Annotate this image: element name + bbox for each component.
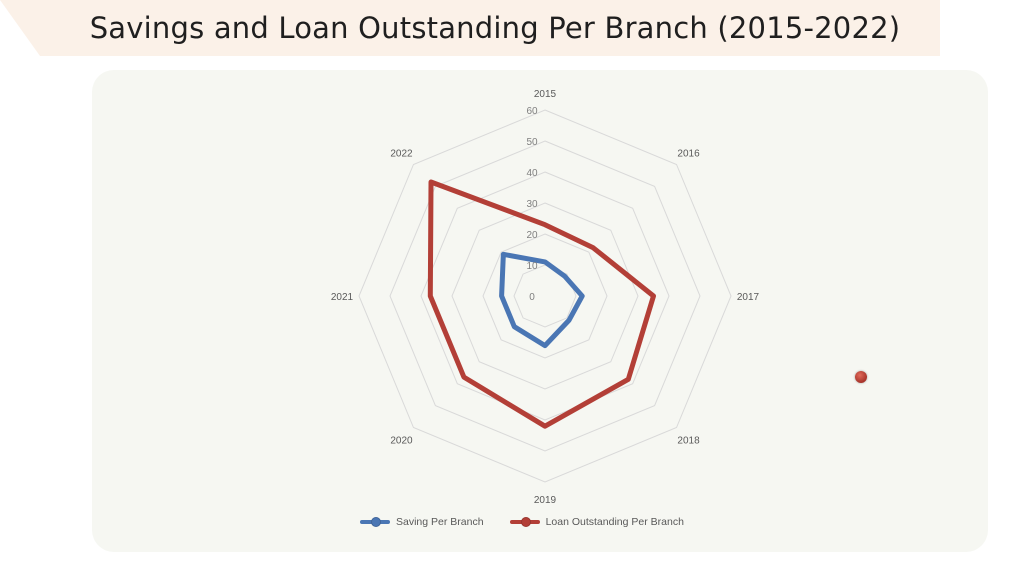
chart-title: Savings and Loan Outstanding Per Branch … xyxy=(89,11,901,45)
series-line-0 xyxy=(499,251,585,349)
legend-label-loan: Loan Outstanding Per Branch xyxy=(545,516,684,528)
radial-tick-label: 40 xyxy=(526,168,538,179)
category-label: 2019 xyxy=(534,495,557,506)
legend-swatch-saving xyxy=(360,517,390,527)
legend-swatch-loan xyxy=(509,517,540,527)
legend-item-loan: Loan Outstanding Per Branch xyxy=(509,516,684,528)
title-banner xyxy=(0,0,940,56)
radial-tick-label: 60 xyxy=(526,106,538,117)
grid-ring xyxy=(420,171,670,421)
radial-tick-label: 50 xyxy=(526,137,538,148)
category-label: 2017 xyxy=(737,292,760,303)
radial-tick-label: 10 xyxy=(526,261,538,272)
radial-tick-label: 20 xyxy=(526,230,538,241)
radar-labels: 0 10 20 30 40 50 60 2015 2016 2017 2018 2019 2020 202… xyxy=(331,89,760,506)
radial-tick-label: 0 xyxy=(529,292,535,303)
legend-item-saving: Saving Per Branch xyxy=(360,516,484,528)
chart-legend: Saving Per Branch Loan Outstanding Per B… xyxy=(360,512,684,532)
category-label: 2022 xyxy=(390,148,413,159)
legend-label-saving: Saving Per Branch xyxy=(396,516,484,528)
radar-grid xyxy=(358,109,732,483)
grid-ring xyxy=(358,109,732,483)
series-line-1 xyxy=(427,179,656,429)
grid-ring xyxy=(513,264,577,328)
grid-ring xyxy=(451,202,639,390)
category-label: 2018 xyxy=(677,436,700,447)
category-label: 2015 xyxy=(534,89,557,100)
chart-panel xyxy=(92,70,988,552)
grid-ring xyxy=(389,140,701,452)
grid-ring xyxy=(482,233,608,359)
radial-tick-label: 30 xyxy=(526,199,538,210)
category-label: 2021 xyxy=(331,292,354,303)
radar-series xyxy=(427,179,656,429)
category-label: 2016 xyxy=(677,148,700,159)
stray-series-marker xyxy=(855,371,867,383)
category-label: 2020 xyxy=(390,436,413,447)
